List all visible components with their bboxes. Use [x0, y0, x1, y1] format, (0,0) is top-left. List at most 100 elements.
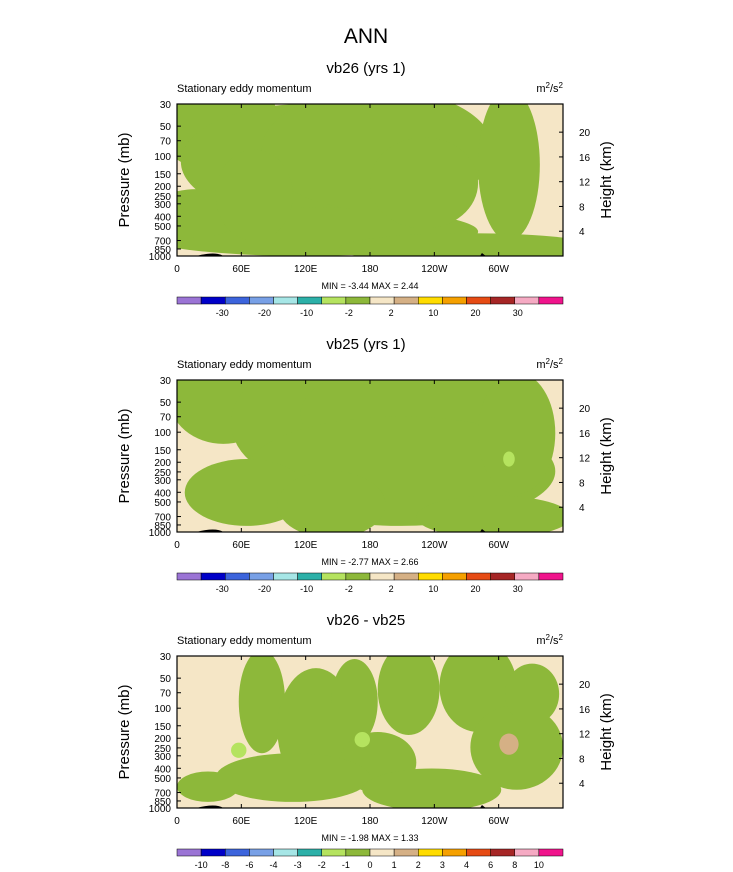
colorbar-label: 6 [488, 860, 493, 870]
colorbar-swatch [200, 572, 226, 581]
contour-region-lightgreen [231, 742, 247, 758]
colorbar-swatch [369, 296, 395, 305]
contour-region-green [215, 753, 370, 802]
height-tick-label: 20 [579, 680, 591, 691]
panel-title: vb26 (yrs 1) [326, 60, 405, 77]
colorbar-swatch [442, 296, 467, 305]
y-tick-label: 70 [160, 137, 172, 148]
contour-field [177, 104, 563, 256]
y-tick-label: 300 [154, 200, 171, 211]
panel-subtitle: Stationary eddy momentum [177, 359, 312, 371]
colorbar-label: -1 [342, 860, 350, 870]
colorbar-swatch [514, 848, 540, 857]
colorbar-label: 2 [416, 860, 421, 870]
y-tick-label: 1000 [149, 804, 172, 815]
colorbar-swatch [225, 572, 250, 581]
x-tick-label: 60W [488, 816, 509, 827]
colorbar-swatch [249, 848, 274, 857]
y-tick-label: 300 [154, 476, 171, 487]
contour-region-green [339, 233, 563, 256]
contour-region-green [478, 104, 540, 241]
y-tick-label: 500 [154, 222, 171, 233]
contour-region-green [215, 149, 293, 241]
colorbar-swatch [225, 296, 250, 305]
x-tick-label: 60E [232, 264, 250, 275]
colorbar-swatch [200, 296, 226, 305]
y-tick-label: 50 [160, 398, 172, 409]
x-tick-label: 60E [232, 540, 250, 551]
y-tick-label: 850 [154, 521, 171, 532]
units-label: m2/s2 [536, 81, 563, 96]
topography-silhouette [480, 805, 486, 808]
units-label: m2/s2 [536, 357, 563, 372]
colorbar-label: 20 [471, 308, 481, 318]
colorbar-swatch [176, 296, 202, 305]
colorbar-label: -20 [258, 584, 271, 594]
contour-panel: vb26 (yrs 1) Stationary eddy momentum m2/s… [116, 60, 615, 318]
y-tick-label: 150 [154, 446, 171, 457]
colorbar-swatch [538, 572, 564, 581]
colorbar-swatch [249, 296, 274, 305]
colorbar-label: 0 [367, 860, 372, 870]
y-tick-label: 400 [154, 764, 171, 775]
x-tick-label: 120E [294, 264, 318, 275]
y-axis-title: Pressure (mb) [116, 408, 133, 503]
stats-label: MIN = -2.77 MAX = 2.66 [321, 557, 418, 567]
colorbar-swatch [442, 848, 467, 857]
height-tick-label: 20 [579, 128, 591, 139]
height-tick-label: 16 [579, 429, 591, 440]
colorbar-label: 8 [512, 860, 517, 870]
y-tick-label: 700 [154, 237, 171, 248]
colorbar-swatch [176, 572, 202, 581]
height-tick-label: 20 [579, 404, 591, 415]
y-tick-label: 250 [154, 744, 171, 755]
y-tick-label: 150 [154, 170, 171, 181]
y-axis-title: Pressure (mb) [116, 132, 133, 227]
colorbar-swatch [369, 848, 395, 857]
colorbar-swatch [393, 848, 419, 857]
colorbar-swatch [249, 572, 274, 581]
height-tick-label: 16 [579, 705, 591, 716]
colorbar-swatch [200, 848, 226, 857]
topography-silhouette [196, 805, 224, 808]
contour-region-green [377, 656, 440, 736]
colorbar-label: -10 [195, 860, 208, 870]
contour-region-tan [499, 733, 519, 755]
contour-field [177, 656, 563, 808]
x-tick-label: 60W [488, 264, 509, 275]
colorbar-label: -2 [318, 860, 326, 870]
height-tick-label: 8 [579, 478, 585, 489]
y-tick-label: 850 [154, 245, 171, 256]
contour-region-green [238, 656, 286, 754]
y-tick-label: 100 [154, 704, 171, 715]
colorbar-swatch [297, 848, 322, 857]
colorbar-swatch [418, 296, 443, 305]
panel-subtitle: Stationary eddy momentum [177, 635, 312, 647]
colorbar-swatch [345, 572, 371, 581]
y-axis-right-title: Height (km) [598, 141, 615, 219]
x-tick-label: 180 [362, 816, 379, 827]
y-tick-label: 200 [154, 458, 171, 469]
colorbar-label: -8 [221, 860, 229, 870]
colorbar-swatch [514, 572, 540, 581]
colorbar-swatch [273, 572, 298, 581]
y-tick-label: 1000 [149, 528, 172, 539]
colorbar-label: 2 [389, 584, 394, 594]
colorbar-swatch [273, 848, 298, 857]
height-tick-label: 12 [579, 454, 591, 465]
y-tick-label: 30 [160, 100, 172, 111]
colorbar-swatch [297, 296, 322, 305]
colorbar-label: 10 [428, 584, 438, 594]
colorbar-label: 10 [428, 308, 438, 318]
contour-region-green [416, 495, 563, 532]
colorbar-swatch [490, 296, 515, 305]
contour-panel: vb25 (yrs 1) Stationary eddy momentum m2/s… [116, 336, 615, 594]
colorbar-label: -30 [216, 584, 229, 594]
colorbar-swatch [321, 296, 347, 305]
colorbar-label: -3 [294, 860, 302, 870]
colorbar-swatch [466, 848, 491, 857]
panel-title: vb25 (yrs 1) [326, 336, 405, 353]
x-tick-label: 120W [421, 540, 448, 551]
colorbar-swatch [442, 572, 467, 581]
topography-silhouette [196, 253, 224, 256]
